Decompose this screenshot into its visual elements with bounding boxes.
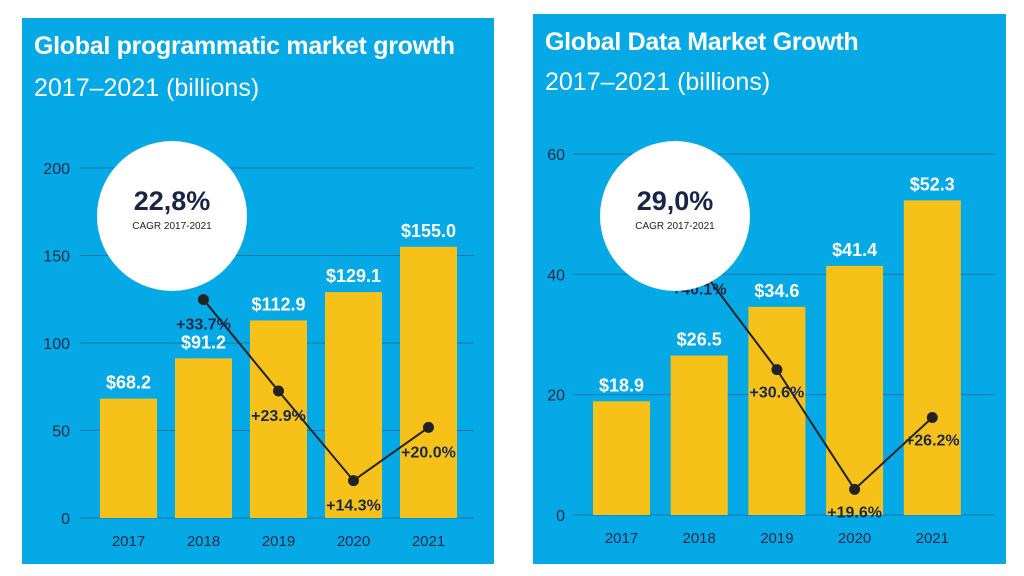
cagr-label: CAGR 2017-2021: [635, 221, 715, 232]
bar: [400, 246, 457, 518]
y-tick-label: 20: [547, 388, 565, 405]
growth-line: [202, 298, 430, 482]
x-tick-label: 2017: [605, 530, 638, 547]
y-tick-label: 40: [547, 267, 565, 284]
growth-point: [198, 294, 209, 306]
programmatic-chart-panel: 0 50 100 150 200 $68.2 2017 $91.2 2018 $112.9 2019…: [22, 18, 494, 564]
x-tick-label: 2018: [683, 530, 716, 547]
growth-point: [273, 385, 284, 397]
bar: [175, 358, 232, 518]
bar: [748, 306, 806, 515]
bar: [670, 355, 728, 515]
y-tick-label: 150: [43, 249, 70, 266]
y-tick-label: 0: [61, 511, 70, 528]
x-tick-label: 2021: [412, 533, 445, 550]
y-tick-label: 0: [556, 508, 565, 525]
x-tick-label: 2019: [760, 530, 793, 547]
x-tick-label: 2019: [262, 533, 295, 550]
bar-value-label: $18.9: [599, 375, 644, 395]
growth-point: [849, 483, 861, 495]
cagr-value: 22,8%: [133, 186, 211, 216]
growth-point: [771, 364, 783, 376]
chart-title: Global Data Market Growth: [545, 28, 859, 56]
growth-label: +26.2%: [905, 433, 960, 450]
cagr-value: 29,0%: [636, 186, 714, 216]
bar-value-label: $68.2: [106, 373, 151, 393]
growth-point: [348, 475, 359, 487]
chart-subtitle: 2017–2021 (billions): [34, 74, 260, 102]
growth-label: +33.7%: [176, 317, 231, 334]
bar-value-label: $91.2: [181, 332, 226, 352]
growth-point: [926, 412, 938, 424]
bar-value-label: $129.1: [326, 266, 381, 286]
chart-subtitle: 2017–2021 (billions): [545, 68, 771, 96]
chart-title: Global programmatic market growth: [34, 32, 455, 60]
y-tick-label: 200: [43, 161, 70, 178]
x-tick-label: 2021: [916, 530, 949, 547]
bar-value-label: $112.9: [251, 294, 305, 314]
programmatic-chart: 0 50 100 150 200 $68.2 2017 $91.2 2018 $112.9 2019…: [43, 161, 474, 550]
growth-label: +14.3%: [326, 498, 381, 515]
bar-value-label: $52.3: [910, 174, 955, 194]
growth-label: +23.9%: [251, 408, 306, 425]
bar: [100, 398, 157, 518]
bar: [903, 200, 961, 515]
growth-line: [698, 265, 933, 491]
x-tick-label: 2020: [337, 533, 370, 550]
bar-value-label: $26.5: [677, 330, 722, 350]
data-market-chart: 0 20 40 60 $18.9 2017 $26.5 2018 $34.6 2019 $41.4 2…: [547, 147, 995, 547]
data-market-chart-panel: 0 20 40 60 $18.9 2017 $26.5 2018 $34.6 2019 $41.4 2…: [533, 14, 1006, 564]
bar-value-label: $34.6: [754, 281, 799, 301]
x-tick-label: 2020: [838, 530, 871, 547]
y-tick-label: 100: [43, 336, 70, 353]
bar: [593, 401, 650, 515]
y-tick-label: 50: [52, 424, 70, 441]
bar-value-label: $155.0: [401, 221, 456, 241]
growth-label: +30.6%: [750, 385, 805, 402]
x-tick-label: 2018: [187, 533, 220, 550]
cagr-bubble: 29,0% CAGR 2017-2021: [600, 141, 750, 291]
bar: [826, 265, 884, 515]
bar: [250, 320, 307, 518]
bar-value-label: $41.4: [832, 240, 877, 260]
cagr-bubble: 22,8% CAGR 2017-2021: [97, 141, 247, 291]
growth-label: +19.6%: [827, 504, 882, 521]
growth-label: +20.0%: [401, 444, 456, 461]
y-tick-label: 60: [547, 147, 565, 164]
growth-point: [423, 421, 434, 433]
cagr-label: CAGR 2017-2021: [132, 221, 212, 232]
x-tick-label: 2017: [112, 533, 145, 550]
